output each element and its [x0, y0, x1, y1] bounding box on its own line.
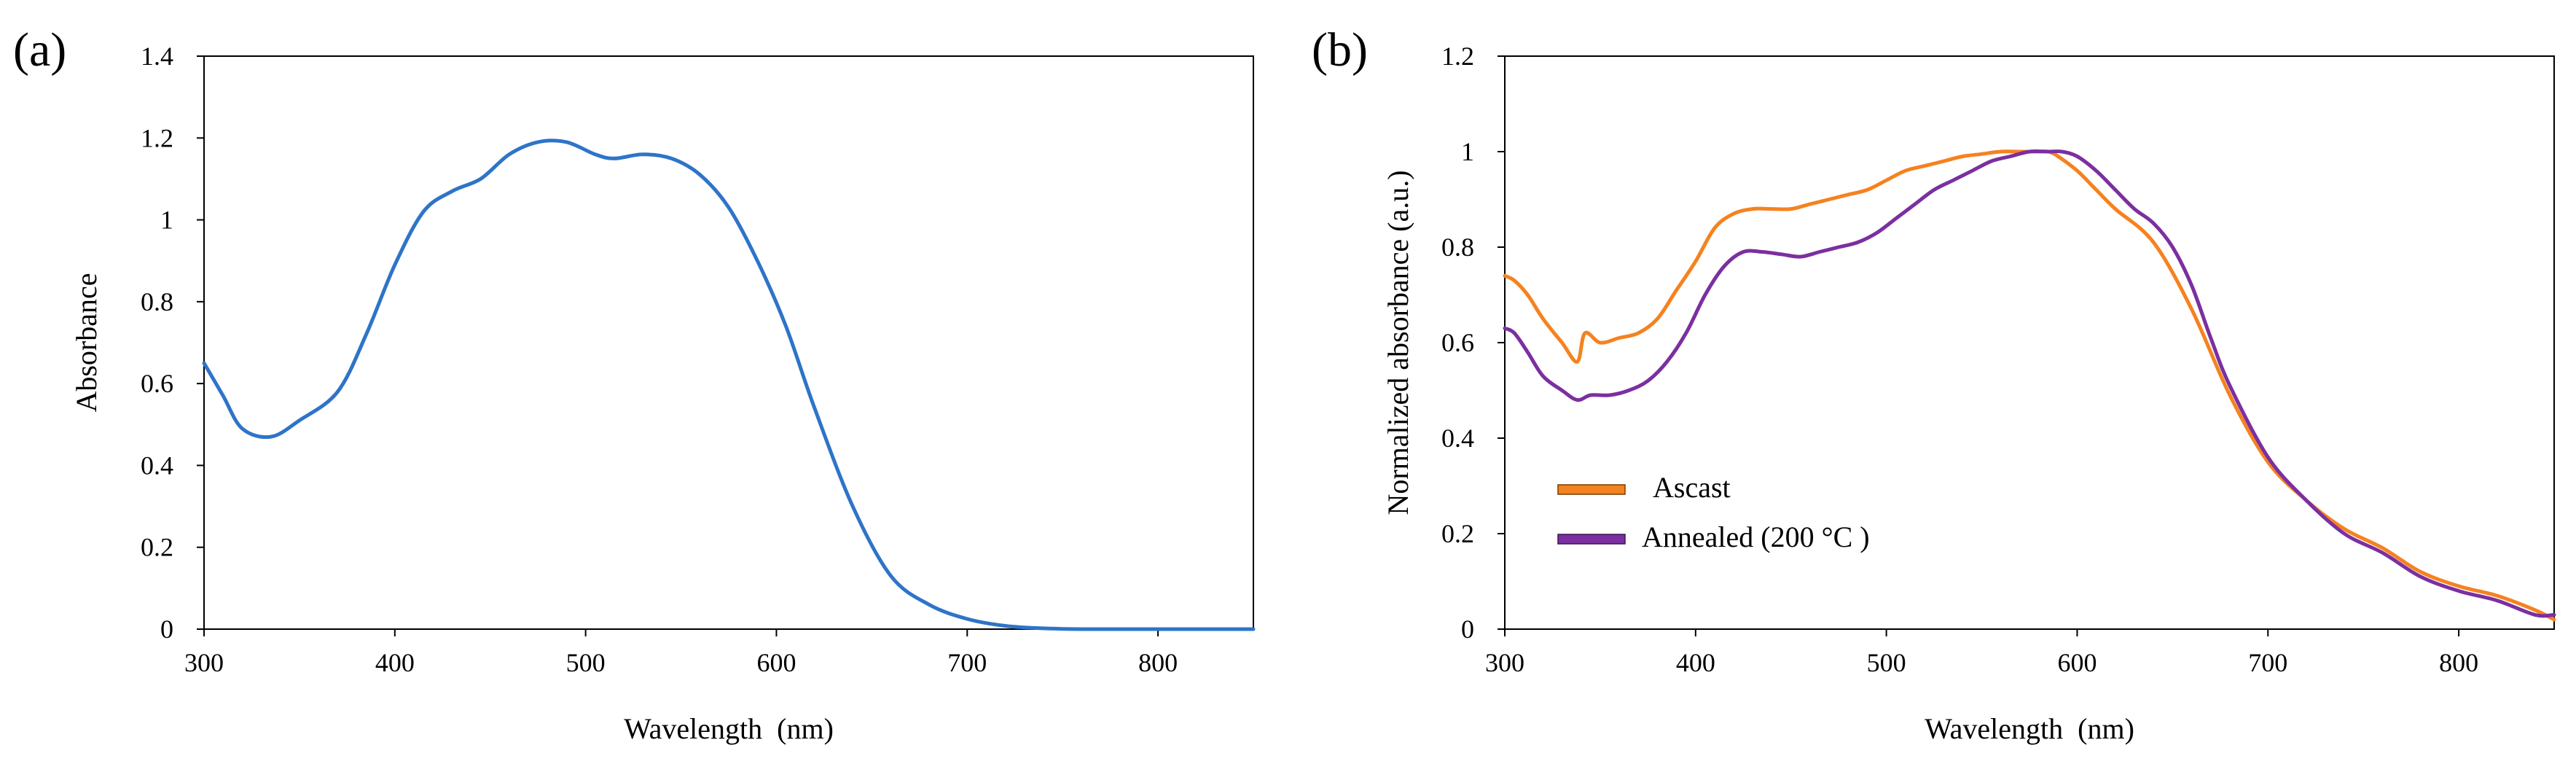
y-tick-label: 1	[160, 206, 173, 235]
y-tick-label: 0.4	[1441, 424, 1474, 453]
x-tick-label: 500	[1867, 648, 1906, 677]
panel-a: (a) 300 400 500 600 700 800 0 0.2 0.4 0.6 0.8 1 1.2…	[13, 23, 1256, 745]
panel-a-series	[202, 139, 1256, 631]
x-tick-label: 400	[375, 648, 415, 677]
x-tick-label: 700	[2248, 648, 2287, 677]
x-tick-label: 600	[2057, 648, 2097, 677]
x-tick-label: 300	[184, 648, 224, 677]
y-tick-label: 0	[1461, 615, 1474, 644]
panel-b-y-axis-title: Normalized absorbance (a.u.)	[1382, 170, 1414, 515]
panel-a-label: (a)	[13, 23, 66, 77]
y-tick-label: 0	[160, 615, 173, 644]
panel-b-series	[1503, 149, 2556, 622]
panel-a-plot-frame	[203, 55, 1254, 630]
y-tick-label: 0.4	[141, 451, 173, 480]
y-tick-label: 0.8	[1441, 233, 1474, 262]
legend-swatch-ascast	[1557, 484, 1626, 495]
y-tick-label: 0.6	[141, 369, 173, 398]
panel-a-x-ticks: 300 400 500 600 700 800	[184, 629, 1178, 677]
x-tick-label: 600	[756, 648, 796, 677]
x-tick-label: 800	[1138, 648, 1178, 677]
y-tick-label: 1.4	[141, 42, 173, 71]
y-tick-label: 1.2	[141, 123, 173, 152]
series-line-annealed-200-c	[1503, 149, 2556, 618]
x-tick-label: 800	[2439, 648, 2478, 677]
panel-b-legend: Ascast Annealed (200 °C )	[1557, 471, 1870, 553]
legend-label-annealed: Annealed (200 °C )	[1642, 521, 1870, 553]
series-line-ascast	[1503, 149, 2556, 622]
legend-label-ascast: Ascast	[1653, 471, 1731, 504]
panel-a-y-ticks: 0 0.2 0.4 0.6 0.8 1 1.2 1.4	[141, 42, 204, 644]
panel-b-label: (b)	[1312, 23, 1368, 77]
y-tick-label: 1.2	[1441, 42, 1474, 71]
x-tick-label: 300	[1485, 648, 1524, 677]
panel-b: (b) 300 400 500 600 700 800 0 0.2 0.4 0.6 0.8 1 1.2…	[1312, 23, 2556, 745]
y-tick-label: 0.2	[141, 533, 173, 562]
series-line-absorbance	[202, 139, 1256, 631]
panel-a-x-axis-title: Wavelength (nm)	[624, 712, 834, 745]
panel-b-x-axis-title: Wavelength (nm)	[1925, 712, 2134, 745]
y-tick-label: 0.2	[1441, 519, 1474, 548]
panel-b-y-ticks: 0 0.2 0.4 0.6 0.8 1 1.2	[1441, 42, 1505, 644]
y-tick-label: 1	[1461, 137, 1474, 166]
y-tick-label: 0.8	[141, 287, 173, 316]
x-tick-label: 500	[566, 648, 606, 677]
panel-a-y-axis-title: Absorbance	[70, 273, 103, 412]
panel-b-x-ticks: 300 400 500 600 700 800	[1485, 629, 2478, 677]
legend-swatch-annealed	[1557, 534, 1626, 545]
x-tick-label: 700	[947, 648, 987, 677]
x-tick-label: 400	[1676, 648, 1715, 677]
y-tick-label: 0.6	[1441, 328, 1474, 357]
